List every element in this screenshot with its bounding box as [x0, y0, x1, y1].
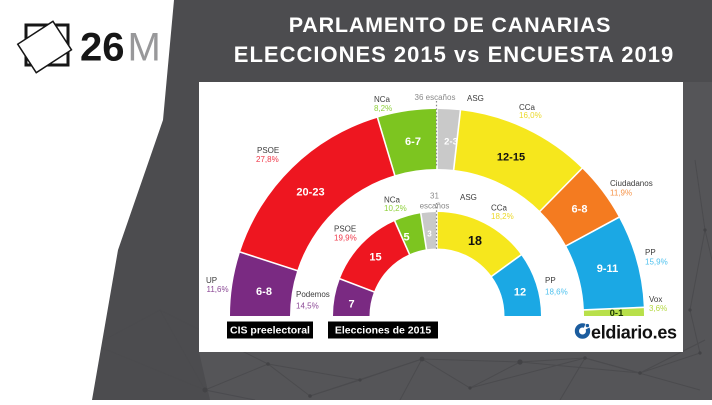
svg-text:ASG: ASG	[467, 94, 484, 103]
svg-text:10,2%: 10,2%	[384, 204, 407, 213]
svg-text:6-8: 6-8	[572, 204, 588, 216]
svg-text:escaños: escaños	[420, 202, 450, 211]
svg-text:15: 15	[369, 251, 381, 263]
svg-text:26: 26	[80, 26, 125, 70]
svg-text:11,9%: 11,9%	[610, 189, 632, 198]
svg-text:31: 31	[430, 192, 439, 201]
svg-text:M: M	[128, 26, 161, 70]
svg-text:16,0%: 16,0%	[519, 111, 542, 120]
svg-text:20-23: 20-23	[296, 187, 324, 199]
svg-text:eldiario.es: eldiario.es	[591, 323, 677, 343]
svg-text:CCa: CCa	[491, 204, 508, 213]
svg-text:8,2%: 8,2%	[374, 104, 392, 113]
svg-text:18: 18	[468, 234, 482, 248]
svg-text:ASG: ASG	[460, 193, 477, 202]
svg-text:0-1: 0-1	[610, 308, 624, 319]
svg-text:27,8%: 27,8%	[256, 155, 279, 164]
svg-text:NCa: NCa	[384, 196, 401, 205]
svg-text:5: 5	[403, 232, 409, 244]
svg-text:9-11: 9-11	[597, 263, 618, 275]
svg-text:11,6%: 11,6%	[207, 285, 229, 294]
svg-text:Elecciones de 2015: Elecciones de 2015	[335, 325, 431, 337]
svg-text:36 escaños: 36 escaños	[415, 93, 456, 102]
svg-text:UP: UP	[206, 276, 217, 285]
svg-text:PSOE: PSOE	[257, 146, 279, 155]
svg-text:14,5%: 14,5%	[296, 302, 319, 311]
svg-text:19,9%: 19,9%	[334, 234, 357, 243]
svg-text:12: 12	[514, 287, 526, 299]
svg-text:PP: PP	[645, 248, 656, 257]
svg-text:Podemos: Podemos	[296, 290, 330, 299]
svg-text:15,9%: 15,9%	[645, 258, 668, 267]
svg-text:2-3: 2-3	[444, 137, 458, 148]
svg-text:3: 3	[427, 230, 432, 239]
svg-text:3,6%: 3,6%	[649, 304, 667, 313]
svg-text:Vox: Vox	[649, 295, 662, 304]
svg-text:Ciudadanos: Ciudadanos	[610, 179, 653, 188]
svg-text:CIS preelectoral: CIS preelectoral	[230, 325, 310, 337]
svg-text:18,6%: 18,6%	[545, 288, 568, 297]
svg-text:NCa: NCa	[374, 95, 391, 104]
svg-text:PARLAMENTO DE CANARIAS: PARLAMENTO DE CANARIAS	[289, 13, 612, 37]
svg-text:12-15: 12-15	[497, 152, 525, 164]
svg-text:6-7: 6-7	[405, 136, 421, 148]
svg-text:PSOE: PSOE	[334, 225, 356, 234]
svg-text:PP: PP	[545, 276, 556, 285]
svg-text:7: 7	[348, 299, 354, 311]
svg-text:6-8: 6-8	[256, 286, 272, 298]
svg-text:CCa: CCa	[519, 103, 536, 112]
svg-text:ELECCIONES 2015 vs ENCUESTA 20: ELECCIONES 2015 vs ENCUESTA 2019	[234, 42, 674, 67]
svg-text:18,2%: 18,2%	[491, 212, 514, 221]
